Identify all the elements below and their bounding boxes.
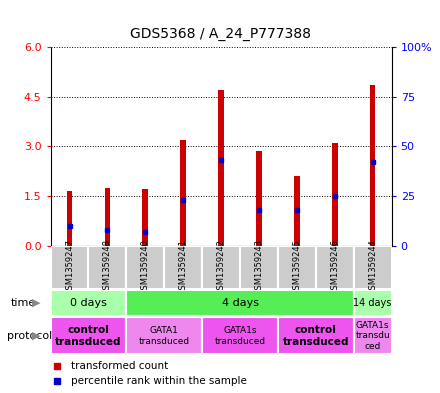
Text: GSM1359245: GSM1359245 <box>292 239 301 295</box>
Text: GSM1359241: GSM1359241 <box>179 239 188 295</box>
Text: GDS5368 / A_24_P777388: GDS5368 / A_24_P777388 <box>129 27 311 41</box>
Text: control
transduced: control transduced <box>282 325 349 347</box>
Text: 14 days: 14 days <box>353 298 392 308</box>
Text: GSM1359248: GSM1359248 <box>103 239 112 295</box>
Bar <box>202 317 278 354</box>
Bar <box>294 176 300 246</box>
Text: ▶: ▶ <box>32 298 40 308</box>
Bar <box>180 140 186 246</box>
Bar <box>143 189 148 246</box>
Text: protocol: protocol <box>7 331 52 341</box>
Bar <box>51 317 126 354</box>
Bar <box>256 151 262 246</box>
Text: GSM1359242: GSM1359242 <box>216 239 226 295</box>
Text: control
transduced: control transduced <box>55 325 122 347</box>
Text: GSM1359246: GSM1359246 <box>330 239 339 295</box>
Bar <box>370 85 375 246</box>
Bar <box>51 246 88 289</box>
Text: GSM1359247: GSM1359247 <box>65 239 74 295</box>
Bar <box>316 246 354 289</box>
Bar <box>67 191 73 246</box>
Bar <box>354 317 392 354</box>
Text: 0 days: 0 days <box>70 298 107 308</box>
Bar <box>332 143 337 246</box>
Text: time: time <box>11 298 36 308</box>
Bar <box>51 290 126 316</box>
Text: transformed count: transformed count <box>71 360 169 371</box>
Bar <box>278 317 354 354</box>
Text: 4 days: 4 days <box>222 298 259 308</box>
Bar <box>88 246 126 289</box>
Text: percentile rank within the sample: percentile rank within the sample <box>71 376 247 386</box>
Text: GSM1359244: GSM1359244 <box>368 239 377 295</box>
Bar <box>240 246 278 289</box>
Text: GATA1
transduced: GATA1 transduced <box>139 326 190 345</box>
Bar <box>164 246 202 289</box>
Bar <box>126 246 164 289</box>
Bar <box>126 317 202 354</box>
Bar <box>105 188 110 246</box>
Text: GSM1359243: GSM1359243 <box>254 239 264 295</box>
Text: GSM1359240: GSM1359240 <box>141 239 150 295</box>
Bar <box>218 90 224 246</box>
Text: GATA1s
transduced: GATA1s transduced <box>214 326 266 345</box>
Bar <box>126 290 354 316</box>
Bar <box>202 246 240 289</box>
Bar <box>354 290 392 316</box>
Bar <box>354 246 392 289</box>
Bar <box>278 246 316 289</box>
Text: ▶: ▶ <box>32 331 40 341</box>
Text: GATA1s
transdu
ced: GATA1s transdu ced <box>355 321 390 351</box>
